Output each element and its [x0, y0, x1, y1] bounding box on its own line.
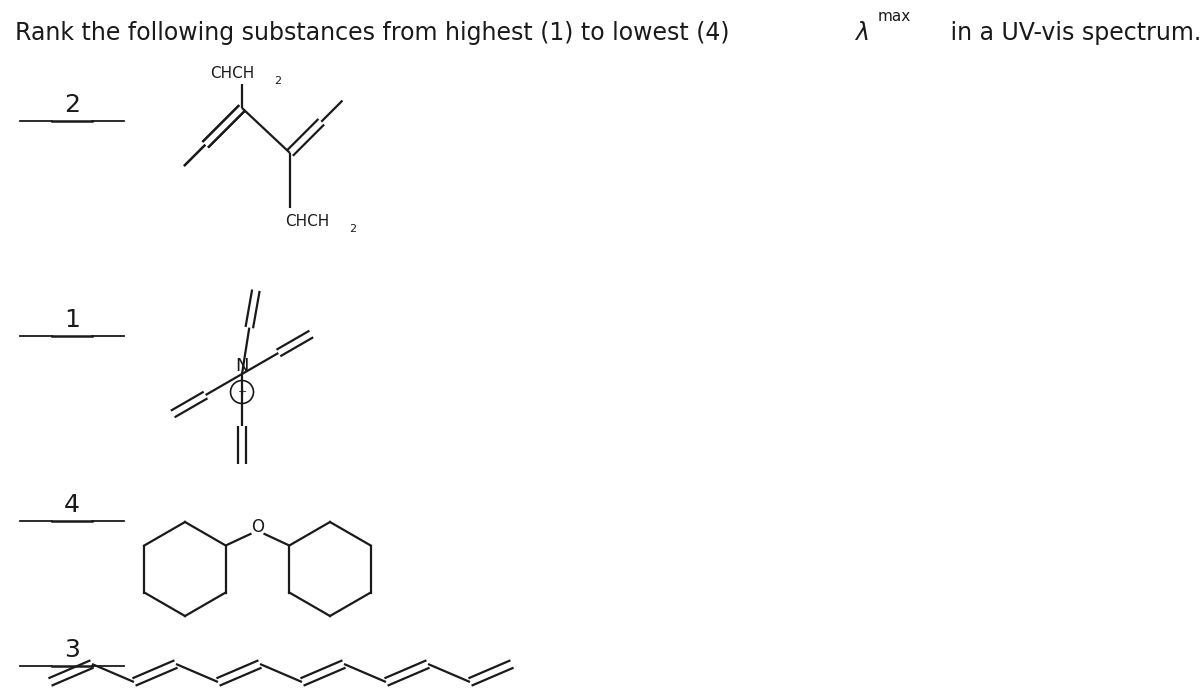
Text: 2: 2	[275, 77, 282, 86]
Text: 2: 2	[349, 223, 356, 233]
Text: in a UV-vis spectrum.: in a UV-vis spectrum.	[943, 21, 1200, 45]
Text: 4: 4	[64, 493, 80, 517]
Text: λ: λ	[856, 21, 869, 45]
Text: +: +	[238, 387, 247, 397]
Text: 2: 2	[64, 93, 80, 117]
Text: CHCH: CHCH	[286, 214, 329, 228]
Text: 3: 3	[64, 638, 80, 662]
Text: Rank the following substances from highest (1) to lowest (4): Rank the following substances from highe…	[14, 21, 737, 45]
Text: max: max	[878, 9, 911, 24]
Text: CHCH: CHCH	[210, 67, 254, 81]
Text: O: O	[251, 519, 264, 537]
Text: N: N	[235, 357, 248, 375]
Text: 1: 1	[64, 308, 80, 332]
